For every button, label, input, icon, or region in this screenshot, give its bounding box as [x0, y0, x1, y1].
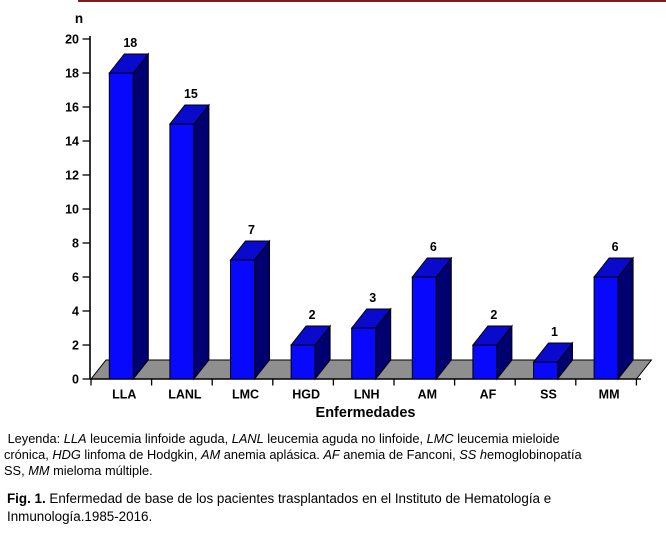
- text-segment: SS,: [4, 463, 29, 478]
- y-tick-label: 10: [65, 202, 79, 216]
- bar-value-label: 2: [490, 308, 497, 322]
- text-segment: crónica,: [4, 447, 53, 462]
- text-segment: leucemia aguda no linfoide,: [263, 431, 427, 446]
- y-axis-title: n: [75, 11, 83, 26]
- abbreviation-italic: SS: [459, 447, 477, 462]
- text-segment: emoglobinopatía: [487, 447, 582, 462]
- x-category-label: LLA: [112, 388, 136, 402]
- y-tick-label: 4: [72, 304, 79, 318]
- bar-value-label: 18: [123, 36, 137, 50]
- abbreviation-italic: AF: [323, 447, 340, 462]
- bar-side-MM: [617, 256, 634, 381]
- abbreviation-italic: h: [479, 447, 488, 462]
- text-segment: leucemia linfoide aguda,: [86, 431, 232, 446]
- caption-bold-segment: Fig. 1.: [7, 491, 46, 506]
- x-category-label: LNH: [354, 388, 380, 402]
- bar-front-MM: [593, 276, 619, 380]
- text-segment: Enfermedad de base de los pacientes tras…: [45, 491, 552, 506]
- bar-chart-3d: 02468101214161820n18LLA15LANL7LMC2HGD3LN…: [65, 11, 653, 421]
- bar-value-label: 2: [309, 308, 316, 322]
- bar-front-LMC: [230, 259, 255, 380]
- bar-value-label: 3: [369, 291, 376, 305]
- y-tick-label: 18: [65, 66, 79, 80]
- y-tick-label: 16: [65, 100, 79, 114]
- x-category-label: AF: [480, 388, 497, 402]
- abbreviation-italic: LLA: [63, 431, 87, 446]
- figure-legend-text: Leyenda: LLA leucemia linfoide aguda, LA…: [4, 431, 662, 479]
- text-segment: Leyenda:: [4, 431, 64, 446]
- text-segment: mieloma múltiple.: [49, 463, 153, 478]
- x-category-label: SS: [540, 388, 557, 402]
- bar-value-label: 7: [248, 223, 255, 237]
- abbreviation-italic: HDG: [52, 447, 81, 462]
- bar-value-label: 15: [184, 87, 198, 101]
- bar-value-label: 6: [612, 240, 619, 254]
- abbreviation-italic: AM: [201, 447, 221, 462]
- chart-area: 0 2 4 6 8 10 12 14 16 18 20 n 18 LLA 15 LANL 7 LMC 2 HGD 3 LN…: [65, 11, 653, 421]
- bar-front-LNH: [351, 327, 377, 380]
- bar-front-SS: [533, 361, 558, 380]
- abbreviation-italic: MM: [28, 463, 50, 478]
- abbreviation-italic: LMC: [426, 431, 454, 446]
- y-tick-label: 20: [65, 32, 79, 46]
- abbreviation-italic: LANL: [231, 431, 264, 446]
- bar-front-LLA: [108, 72, 134, 380]
- bar-front-AF: [472, 344, 498, 380]
- x-category-label: HGD: [292, 388, 320, 402]
- figure-caption-text: Fig. 1. Enfermedad de base de los pacien…: [7, 490, 657, 526]
- x-category-label: AM: [418, 388, 437, 402]
- bar-side-LLA: [132, 52, 149, 381]
- text-segment: Inmunología.1985-2016.: [7, 509, 153, 524]
- text-segment: anemia aplásica.: [220, 447, 324, 462]
- y-tick-label: 2: [72, 338, 79, 352]
- text-segment: leucemia mieloide: [453, 431, 560, 446]
- bar-value-label: 6: [430, 240, 437, 254]
- x-category-label: LMC: [232, 388, 259, 402]
- y-tick-label: 12: [65, 168, 79, 182]
- y-tick-label: 6: [72, 270, 79, 284]
- y-tick-label: 8: [72, 236, 79, 250]
- x-category-label: LANL: [168, 388, 202, 402]
- bar-front-LANL: [169, 123, 195, 380]
- x-axis-title: Enfermedades: [316, 405, 416, 421]
- text-segment: linfoma de Hodgkin,: [80, 447, 202, 462]
- bar-front-HGD: [290, 344, 316, 380]
- bar-side-LANL: [193, 103, 210, 381]
- bar-side-LMC: [254, 239, 270, 381]
- top-divider-rule: [78, 0, 666, 2]
- bar-side-AM: [435, 256, 452, 381]
- x-category-label: MM: [599, 388, 620, 402]
- bar-value-label: 1: [551, 325, 558, 339]
- y-tick-label: 14: [65, 134, 79, 148]
- bar-front-AM: [411, 276, 437, 380]
- y-tick-label: 0: [72, 372, 79, 386]
- text-segment: anemia de Fanconi,: [339, 447, 460, 462]
